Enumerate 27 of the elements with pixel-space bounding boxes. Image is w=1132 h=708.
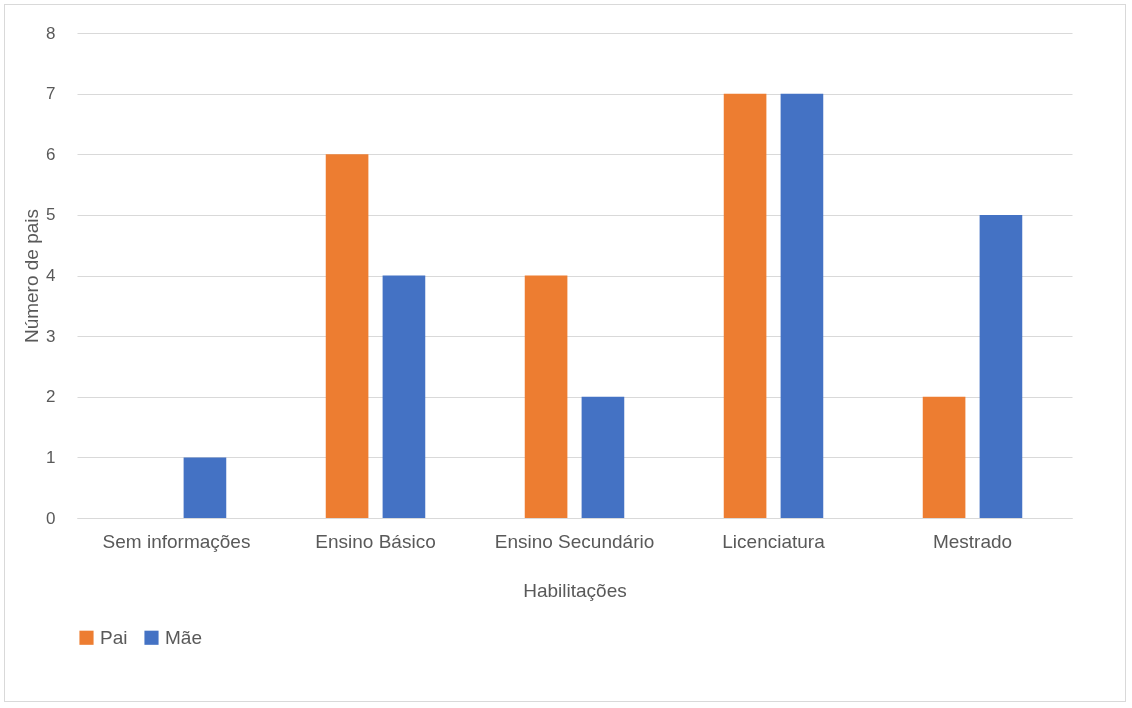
y-tick-label: 6 <box>46 144 56 164</box>
x-tick-label: Sem informações <box>102 530 251 552</box>
bar <box>382 275 426 518</box>
bar <box>581 396 625 518</box>
x-tick-label: Ensino Básico <box>315 530 436 552</box>
bar <box>524 275 568 518</box>
legend-label: Pai <box>100 626 128 648</box>
bar <box>325 154 369 518</box>
y-tick-label: 1 <box>46 447 56 467</box>
y-tick-label: 4 <box>46 266 56 285</box>
y-tick-label: 2 <box>46 387 56 407</box>
y-tick-label: 0 <box>46 508 56 528</box>
y-tick-label: 8 <box>46 23 56 43</box>
y-tick-label: 5 <box>46 205 56 225</box>
x-tick-label: Licenciatura <box>722 530 826 552</box>
y-tick-label: 3 <box>46 326 56 346</box>
bar <box>922 396 966 518</box>
bar <box>780 93 824 518</box>
x-tick-label: Mestrado <box>932 530 1013 552</box>
y-axis-title: Número de pais <box>21 208 43 344</box>
bar <box>723 93 767 518</box>
bar <box>979 214 1023 518</box>
x-tick-label: Ensino Secundário <box>494 530 655 552</box>
x-axis-title: Habilitações <box>523 579 627 601</box>
legend-label: Mãe <box>165 626 202 648</box>
bar <box>183 457 227 518</box>
y-tick-label: 7 <box>46 84 56 104</box>
